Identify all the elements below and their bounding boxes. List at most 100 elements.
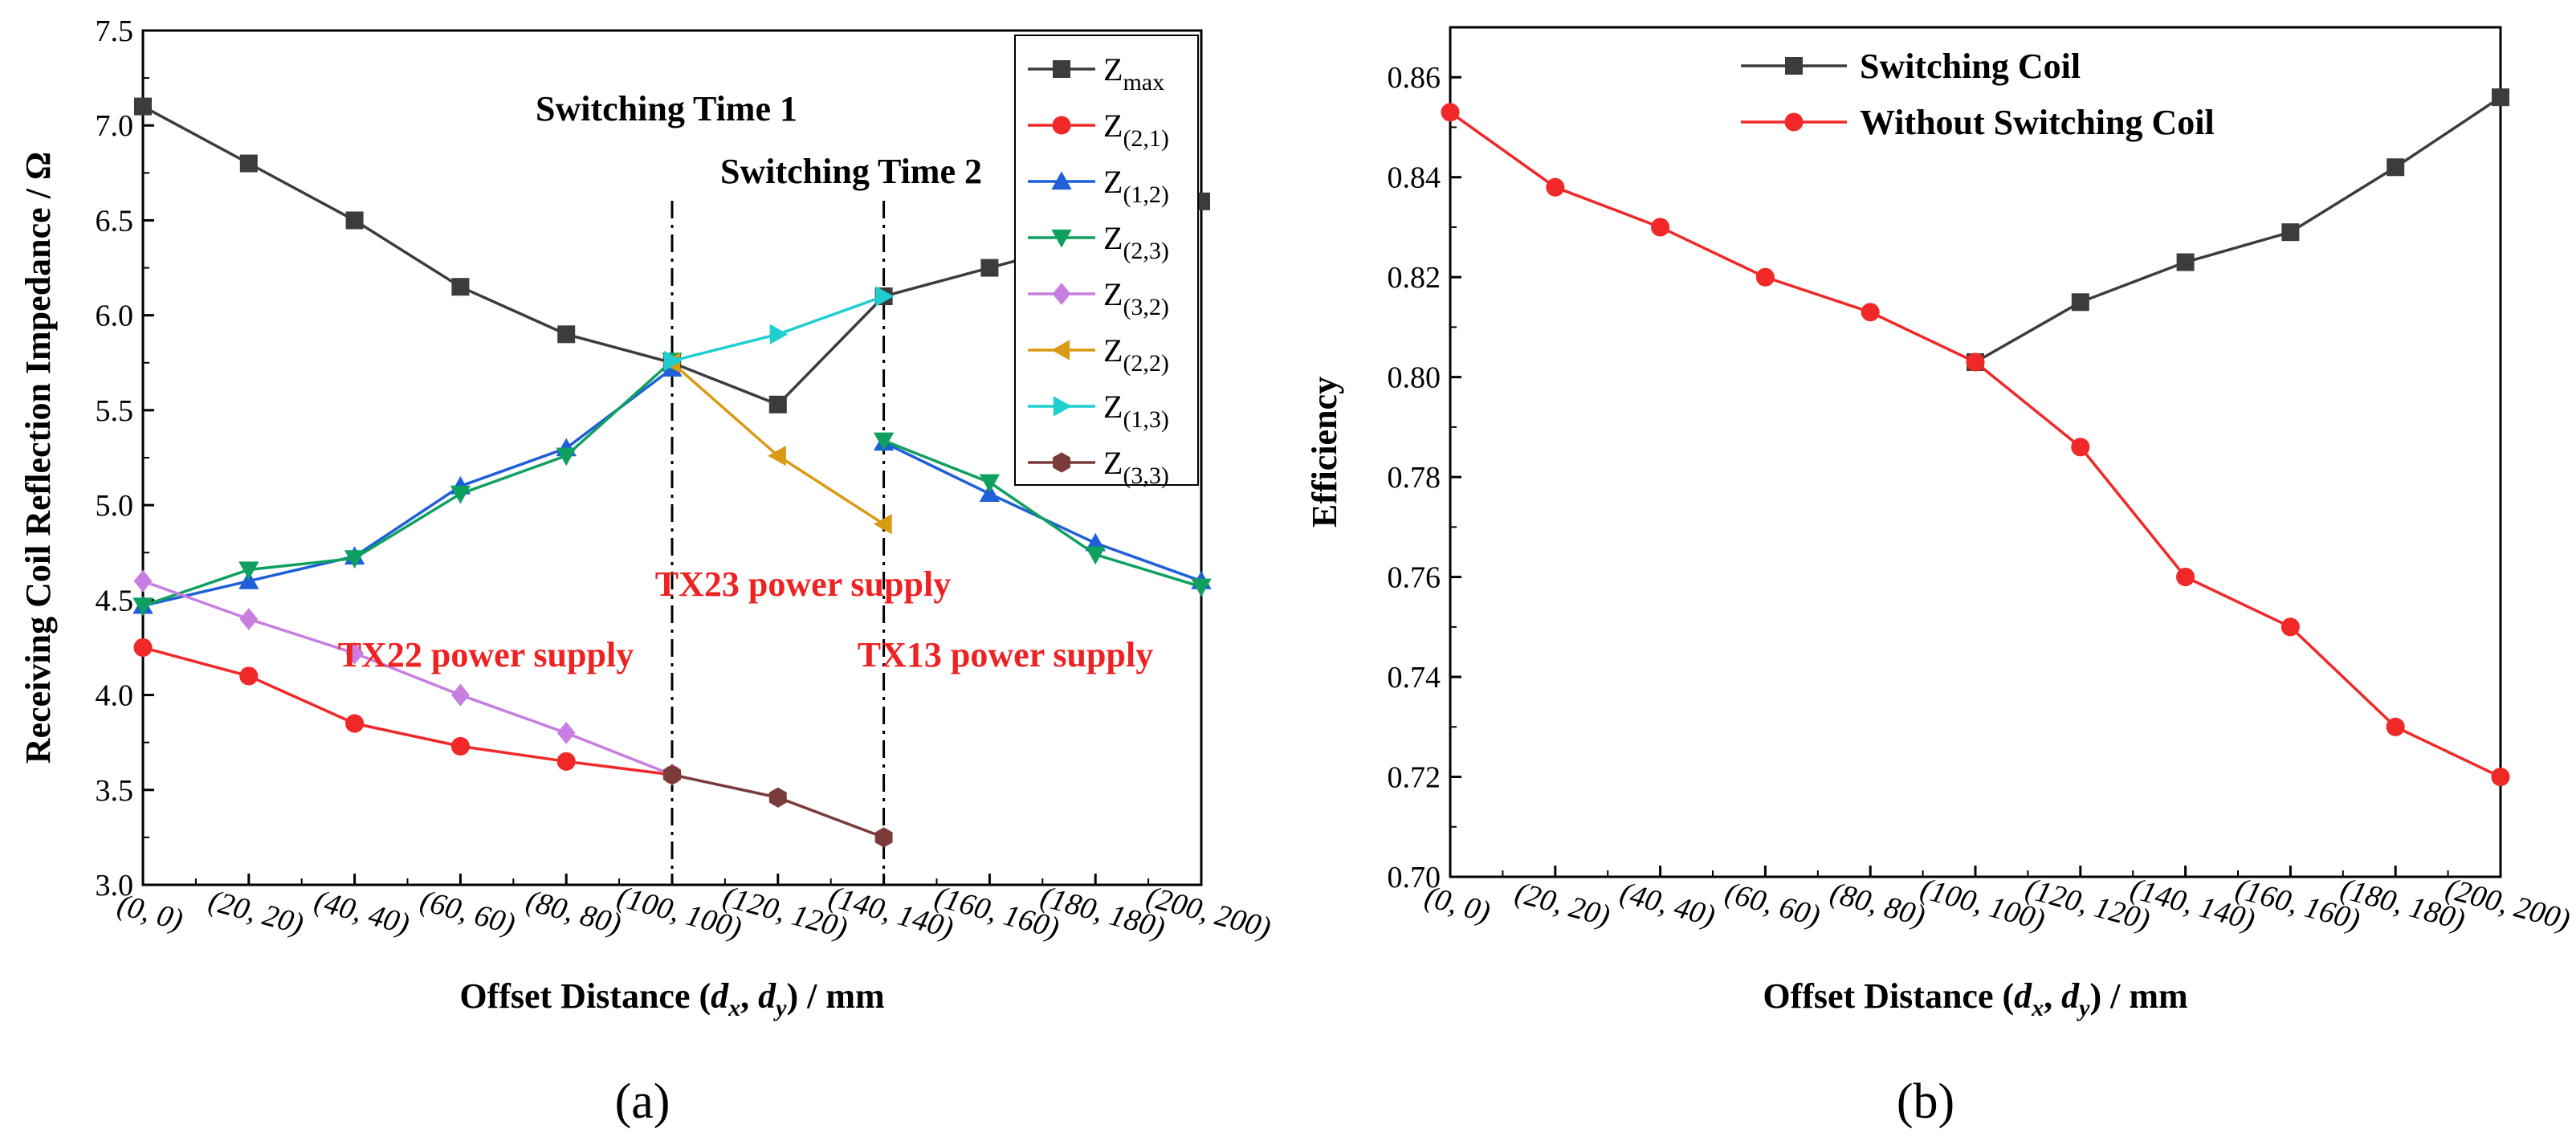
chart-b-ytick-label: 0.84	[1388, 161, 1441, 195]
chart-a-switching-lines	[670, 201, 886, 885]
chart-a-series-z23-point	[1191, 578, 1212, 597]
chart-a-xtick-label: (200, 200)	[1143, 880, 1274, 946]
chart-a-ytick-label: 6.5	[96, 204, 134, 238]
chart-a-ytick-label: 7.5	[96, 14, 134, 48]
chart-a-x-axis-title: Offset Distance (dx, dy) / mm	[459, 976, 884, 1021]
chart-a-series-z23-point	[979, 474, 1001, 493]
legend-b-label: Switching Coil	[1860, 47, 2081, 86]
chart-a-series-z22-point	[768, 445, 786, 467]
chart-a-series-zmax-point	[557, 325, 576, 344]
chart-a-legend-box	[1014, 35, 1199, 486]
chart-a-series-z21-point	[345, 714, 365, 733]
chart-a-xtick-label: (60, 60)	[417, 884, 519, 942]
chart-b-ytick-label: 0.82	[1388, 261, 1441, 295]
chart-a-series-zmax-point	[134, 97, 152, 116]
legend-a-marker	[1051, 171, 1072, 190]
chart-a-ytick-label: 4.5	[96, 584, 134, 617]
annotation-tx23-power-supply: TX23 power supply	[655, 564, 951, 604]
chart-a-series-z32-line	[142, 580, 673, 776]
chart-b-xtick-label: (0, 0)	[1421, 879, 1494, 929]
chart-a-series-z32-point	[133, 569, 153, 593]
chart-b: 0.70 0.72 0.74 0.76 0.78 0.80 0.82 0.84 0.86 (0,…	[1305, 26, 2574, 1129]
chart-b-series-without-switching-coil-point	[2071, 438, 2090, 457]
chart-a-series-z23-point	[238, 561, 259, 581]
chart-a-series-z22-line	[670, 361, 885, 526]
chart-a-series-z23-point	[450, 485, 471, 504]
chart-a-series-z23-line	[882, 439, 1202, 589]
chart-a-xtick-label: (80, 80)	[523, 884, 625, 942]
legend-a-label: Z(1,3)	[1103, 389, 1169, 433]
chart-a-xtick-label-group: (60, 60)	[417, 884, 519, 942]
legend-a-marker	[1053, 396, 1072, 417]
legend-a-marker	[1052, 116, 1071, 135]
chart-a-y-axis-title: Receiving Coil Reflection Impedance / Ω	[18, 152, 58, 764]
chart-a-series-zmax-point	[345, 211, 364, 230]
chart-a-xtick-label-group: (200, 200)	[1143, 880, 1274, 946]
chart-b-series-switching-coil-point	[2071, 293, 2089, 312]
chart-a-series-z33-point	[874, 827, 893, 848]
legend-b-marker	[1785, 57, 1803, 75]
chart-b-series-switching-coil-point	[2281, 223, 2300, 242]
chart-b-xtick-label: (60, 60)	[1722, 876, 1824, 934]
annotation-tx22-power-supply: TX22 power supply	[338, 635, 634, 674]
chart-a-ytick-label: 7.0	[96, 109, 134, 143]
chart-b-ytick-label: 0.70	[1388, 861, 1441, 894]
legend-a-label: Z(2,2)	[1103, 332, 1169, 377]
legend-b-label: Without Switching Coil	[1860, 103, 2215, 142]
chart-b-xtick-label: (80, 80)	[1827, 876, 1929, 934]
chart-a-ytick-label: 4.0	[96, 679, 134, 713]
annotation-switching-time-2: Switching Time 2	[720, 152, 982, 191]
chart-a-ytick-label: 6.0	[96, 299, 134, 333]
chart-a-legend: Zmax Z(2,1) Z(1,2) Z(2,3) Z(3,2) Z(2,2) Z(1,3)…	[1014, 35, 1199, 489]
chart-b-xtick-label-group: (0, 0)	[1421, 879, 1494, 929]
chart-a-series-zmax-point	[451, 278, 470, 296]
chart-a-series-z33-point	[663, 764, 681, 785]
chart-a-series-z23-point	[1085, 546, 1106, 565]
chart-a-series-z21-line	[142, 646, 673, 776]
chart-b-series-without-switching-coil-point	[1966, 352, 1985, 372]
legend-b-marker	[1784, 112, 1804, 132]
chart-a-xtick-label-group: (40, 40)	[311, 884, 413, 942]
chart-a-xtick-label: (20, 20)	[205, 884, 307, 942]
chart-b-series-without-switching-coil-point	[2491, 767, 2510, 787]
panel-label-a: (a)	[615, 1074, 670, 1129]
chart-b-y-axis: 0.70 0.72 0.74 0.76 0.78 0.80 0.82 0.84 0.86	[1388, 61, 1461, 894]
chart-b-xtick-label: (20, 20)	[1511, 876, 1613, 934]
chart-a-series-z23-point	[873, 432, 895, 451]
legend-a-marker	[1051, 229, 1072, 248]
annotation-tx13-power-supply: TX13 power supply	[858, 635, 1153, 674]
chart-b-series-without-switching-coil-point	[2280, 617, 2300, 637]
chart-b-series-without-switching-coil-line	[1449, 111, 2501, 779]
chart-a-series-z32-point	[451, 683, 470, 707]
legend-a-marker	[1053, 60, 1070, 78]
chart-a-series-z22-point	[873, 514, 892, 535]
chart-b-ytick-label: 0.78	[1388, 461, 1441, 495]
chart-a-series-z13-point	[663, 350, 683, 372]
chart-a-series-z23-point	[344, 550, 365, 568]
chart-a-series-z13-point	[769, 324, 789, 344]
chart-a-ytick-label: 3.5	[96, 774, 134, 808]
chart-b-series-switching-coil-point	[2176, 253, 2195, 271]
chart-a-series-z33-point	[768, 787, 787, 808]
legend-a-label: Z(2,3)	[1103, 220, 1169, 264]
chart-a-xtick-label-group: (0, 0)	[114, 887, 186, 937]
chart-b-plot-frame	[1449, 26, 2502, 878]
legend-a-marker	[1051, 340, 1070, 361]
chart-b-series-without-switching-coil-point	[1755, 267, 1775, 287]
chart-a-xtick-label-group: (20, 20)	[205, 884, 307, 942]
chart-b-series-without-switching-coil-point	[2386, 717, 2405, 736]
chart-a-series-z23-line	[142, 360, 674, 608]
chart-b-ytick-label: 0.80	[1388, 361, 1441, 395]
chart-a-y-axis: 3.0 3.5 4.0 4.5 5.0 5.5 6.0 6.5 7.0 7.5	[96, 14, 154, 903]
legend-a-label: Z(1,2)	[1103, 164, 1169, 208]
chart-b-series-without-switching-coil-point	[1651, 218, 1670, 237]
chart-b-series-without-switching-coil-point	[1441, 103, 1460, 122]
legend-a-label: Z(3,2)	[1103, 276, 1169, 320]
chart-a-series-z32-point	[345, 642, 364, 665]
chart-a-series-z13-point	[875, 286, 895, 307]
chart-a-series	[132, 97, 1212, 848]
annotation-switching-time-1: Switching Time 1	[536, 89, 797, 128]
chart-b-xtick-label-group: (20, 20)	[1511, 876, 1613, 934]
chart-a-xtick-label-group: (80, 80)	[523, 884, 625, 942]
